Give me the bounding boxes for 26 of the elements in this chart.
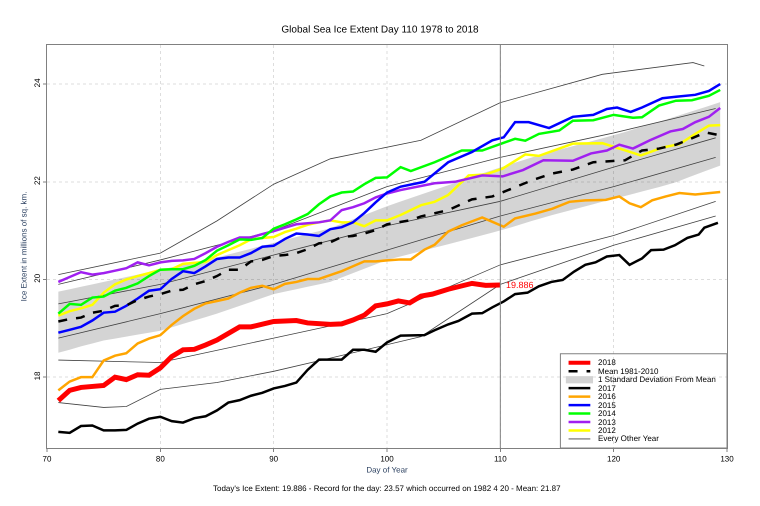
x-tick-label: 120 — [606, 454, 621, 464]
annotation: 19.886 — [506, 280, 534, 290]
y-tick-label: 20 — [32, 273, 42, 283]
y-tick-label: 24 — [32, 78, 42, 88]
x-axis-title: Day of Year — [366, 466, 408, 475]
legend-label: Every Other Year — [598, 434, 660, 443]
x-tick-label: 110 — [494, 454, 508, 464]
legend-label: 2016 — [598, 392, 616, 401]
y-tick-label: 18 — [32, 370, 42, 380]
text: Today's Ice Extent: 19.886 - Record for the day: 23.57 which occurred on 1982 4 20 - Mean: 21.87 — [213, 484, 562, 493]
legend-label: 2015 — [598, 401, 616, 410]
x-tick-label: 130 — [720, 454, 734, 464]
legend-label: 2018 — [598, 358, 616, 367]
x-tick-label: 80 — [156, 454, 166, 464]
chart-title: Global Sea Ice Extent Day 110 1978 to 2018 — [281, 24, 480, 36]
y-axis-title: Ice Extent in millions of sq. km. — [20, 192, 28, 302]
x-tick-label: 70 — [42, 454, 52, 464]
legend-label: 2012 — [598, 426, 616, 435]
legend-label: 1 Standard Deviation From Mean — [598, 375, 716, 384]
legend-label: 2017 — [598, 384, 616, 393]
legend-label: 2014 — [598, 409, 616, 418]
y-tick-label: 22 — [32, 176, 42, 186]
legend-label: Mean 1981-2010 — [598, 367, 660, 376]
legend-label: 2013 — [598, 418, 616, 427]
x-tick-label: 100 — [380, 454, 394, 464]
x-tick-label: 90 — [269, 454, 279, 464]
